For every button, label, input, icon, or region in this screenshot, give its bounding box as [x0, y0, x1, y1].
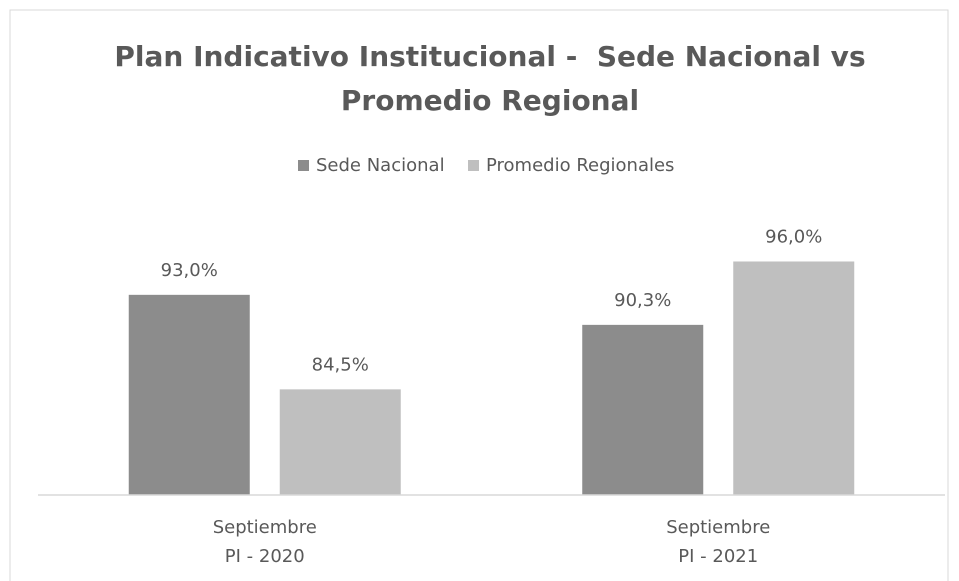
- data-label: 96,0%: [765, 226, 822, 247]
- chart-title: Plan Indicativo Institucional - Sede Nac…: [114, 40, 865, 73]
- legend-label: Sede Nacional: [316, 155, 445, 176]
- x-tick-label: Septiembre: [666, 517, 770, 538]
- bar: [733, 261, 855, 495]
- x-tick-label: Septiembre: [213, 517, 317, 538]
- data-label: 90,3%: [614, 290, 671, 311]
- bar: [582, 324, 704, 495]
- bar: [279, 389, 401, 495]
- bar: [128, 294, 250, 495]
- data-label: 84,5%: [312, 354, 369, 375]
- x-tick-label: PI - 2021: [678, 546, 758, 567]
- legend-swatch: [468, 160, 479, 171]
- x-tick-label: PI - 2020: [225, 546, 305, 567]
- data-label: 93,0%: [161, 260, 218, 281]
- legend-label: Promedio Regionales: [486, 155, 674, 176]
- chart-title: Promedio Regional: [341, 84, 639, 117]
- chart-border: [9, 9, 949, 581]
- legend-swatch: [298, 160, 309, 171]
